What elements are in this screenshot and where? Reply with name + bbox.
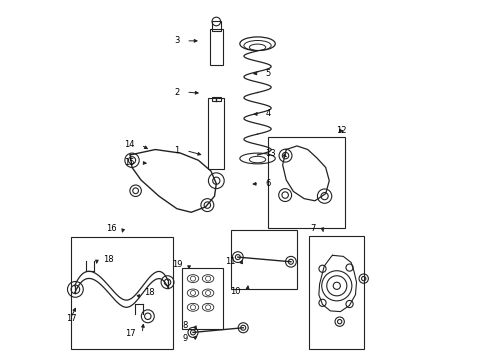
Bar xyxy=(208,98,224,169)
Bar xyxy=(212,97,220,101)
Text: 1: 1 xyxy=(174,146,180,155)
Bar xyxy=(182,268,223,329)
Text: 12: 12 xyxy=(336,126,346,135)
Bar xyxy=(269,137,345,228)
Text: 15: 15 xyxy=(124,158,135,167)
Text: 17: 17 xyxy=(67,314,77,323)
Bar xyxy=(231,230,297,289)
Text: 3: 3 xyxy=(174,36,180,45)
Text: 17: 17 xyxy=(125,329,136,338)
Text: 2: 2 xyxy=(174,87,180,96)
Text: 6: 6 xyxy=(266,179,271,188)
Text: 9: 9 xyxy=(182,334,188,343)
Text: 11: 11 xyxy=(225,257,235,266)
Text: 4: 4 xyxy=(266,109,271,118)
Bar xyxy=(71,237,173,348)
Text: 5: 5 xyxy=(265,69,270,78)
Text: 10: 10 xyxy=(230,287,241,296)
Text: 8: 8 xyxy=(182,321,188,330)
Bar xyxy=(212,22,221,31)
Text: 18: 18 xyxy=(144,288,154,297)
Text: 7: 7 xyxy=(311,224,316,233)
Text: 14: 14 xyxy=(124,140,135,149)
Text: 18: 18 xyxy=(103,255,114,264)
Text: 13: 13 xyxy=(265,149,275,158)
Text: 19: 19 xyxy=(172,260,183,269)
Bar xyxy=(309,235,365,348)
Text: 16: 16 xyxy=(106,224,117,233)
Bar xyxy=(210,30,223,65)
